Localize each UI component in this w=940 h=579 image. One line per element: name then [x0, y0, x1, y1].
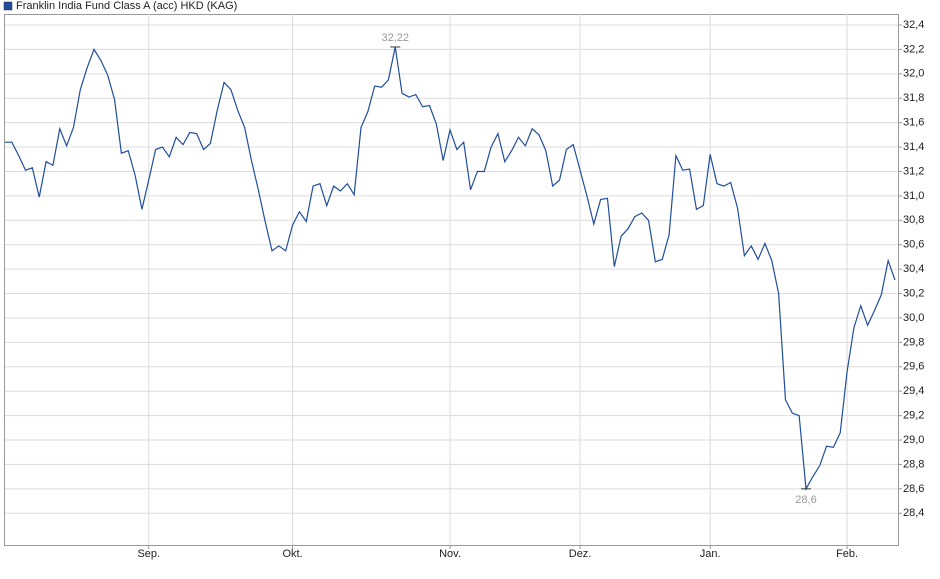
y-tick-label: 32,2 — [903, 43, 924, 55]
value-label: 32,22 — [381, 32, 409, 44]
y-tick-label: 29,2 — [903, 410, 924, 422]
x-tick-label: Sep. — [137, 548, 160, 560]
x-tick-label: Nov. — [439, 548, 461, 560]
y-tick-label: 29,4 — [903, 385, 924, 397]
y-tick-label: 30,2 — [903, 287, 924, 299]
price-line — [5, 46, 896, 491]
y-tick-label: 30,0 — [903, 312, 924, 324]
y-tick-label: 28,6 — [903, 483, 924, 495]
y-tick-label: 30,8 — [903, 214, 924, 226]
y-tick-label: 31,0 — [903, 190, 924, 202]
y-tick-label: 28,4 — [903, 507, 924, 519]
y-tick-label: 29,6 — [903, 361, 924, 373]
y-tick-label: 31,2 — [903, 165, 924, 177]
legend-label: Franklin India Fund Class A (acc) HKD (K… — [16, 0, 237, 12]
y-tick-label: 30,6 — [903, 239, 924, 251]
y-tick-label: 32,4 — [903, 19, 924, 31]
x-tick-label: Feb. — [836, 548, 858, 560]
y-tick-label: 31,8 — [903, 92, 924, 104]
value-label: 28,6 — [795, 494, 816, 506]
y-tick-label: 32,0 — [903, 68, 924, 80]
x-tick-label: Okt. — [282, 548, 302, 560]
y-tick-label: 29,0 — [903, 434, 924, 446]
y-tick-label: 30,4 — [903, 263, 924, 275]
y-tick-label: 31,4 — [903, 141, 924, 153]
legend-swatch — [3, 1, 13, 11]
y-tick-label: 29,8 — [903, 336, 924, 348]
plot-frame — [4, 14, 899, 546]
y-tick-label: 28,8 — [903, 458, 924, 470]
y-tick-label: 31,6 — [903, 117, 924, 129]
x-tick-label: Dez. — [569, 548, 592, 560]
x-tick-label: Jan. — [700, 548, 721, 560]
